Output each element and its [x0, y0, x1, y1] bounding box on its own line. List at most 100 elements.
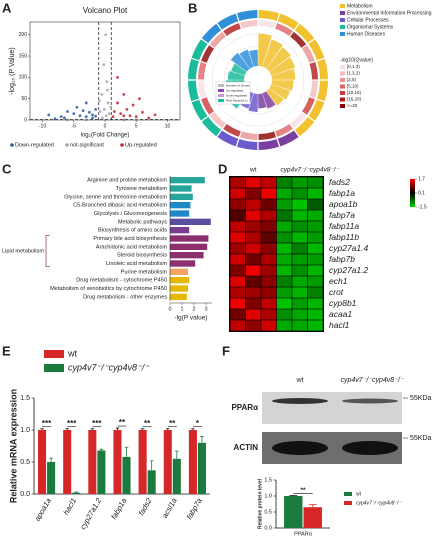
point [122, 114, 126, 118]
heatmap-cell [230, 276, 246, 287]
bar [88, 430, 97, 494]
point [72, 112, 76, 116]
legend-label: Down-regulated [15, 142, 54, 148]
legend-label: [0,1.3) [347, 64, 360, 69]
point [125, 107, 129, 111]
y-tick-label: 1.0 [264, 493, 272, 499]
legend-swatch [340, 4, 345, 8]
heatmap-cell [245, 221, 261, 232]
legend-label: Environmental Information Processing [347, 10, 432, 16]
bar [170, 235, 209, 242]
heatmap-cell [261, 177, 277, 188]
x-tick-label: 5 [135, 123, 138, 129]
category-label: C5-Branched dibasic acid metabolism [73, 203, 167, 209]
class-sector [277, 13, 299, 30]
rich-factor-bar [271, 68, 296, 80]
category-label: Glycolysis / Gluconeogenesis [94, 211, 167, 217]
legend-swatch [344, 492, 352, 496]
legend-swatch [44, 350, 64, 358]
legend-swatch [340, 91, 345, 95]
qvalue-sector [309, 62, 318, 80]
heatmap-cell [307, 254, 323, 265]
heatmap-cell [276, 320, 292, 331]
blot-band [342, 441, 398, 455]
significance-label: ** [119, 418, 126, 427]
heatmap-cell [276, 287, 292, 298]
heatmap-cell [292, 309, 308, 320]
error-bar [90, 428, 95, 430]
row-label: hacl1 [329, 320, 350, 330]
legend-dot [65, 143, 69, 147]
qvalue-sector [209, 112, 226, 129]
qvalue-sector [209, 31, 226, 48]
class-sector [188, 80, 199, 101]
class-sector [188, 59, 199, 80]
heatmap-cell [307, 309, 323, 320]
class-sector [191, 99, 208, 121]
x-tick-label: -10 [39, 123, 46, 129]
point [66, 110, 69, 113]
x-tick-label: hacl1 [61, 496, 78, 516]
row-label: cyp27a1.4 [329, 243, 368, 253]
row-label: cyp8b1 [329, 298, 357, 308]
legend-label: wt [356, 491, 362, 497]
heatmap-cell [276, 276, 292, 287]
plot-frame [29, 21, 181, 121]
heatmap-cell [276, 188, 292, 199]
heatmap-cell [230, 221, 246, 232]
row-label: fabp11a [329, 221, 359, 231]
heatmap-cell [261, 309, 277, 320]
qvalue-sector [302, 45, 315, 63]
bar [170, 243, 208, 250]
heatmap-cell [245, 199, 261, 210]
y-axis-label: -log₁₀ (P Value) [9, 47, 16, 94]
row-label: fabp7a [329, 210, 355, 220]
y-tick-label: 1.0 [20, 427, 30, 434]
legend-swatch [340, 78, 345, 82]
heatmap-cell [307, 265, 323, 276]
row-label: cyp27a1.2 [329, 265, 368, 275]
error-bar [49, 457, 53, 462]
category-label: Tyrosine metabolism [116, 186, 168, 192]
class-sector [308, 99, 325, 121]
legend-swatch [340, 65, 345, 69]
significance-label: *** [92, 419, 102, 428]
heatmap-cell [230, 177, 246, 188]
bar [188, 430, 197, 494]
bar [197, 442, 206, 494]
point [112, 110, 116, 113]
legend-label: Cellular Processes [347, 17, 389, 23]
point [107, 112, 111, 116]
heatmap-cell [276, 199, 292, 210]
panel-letter: A [2, 0, 12, 15]
heatmap-cell [261, 221, 277, 232]
heatmap-cell [245, 309, 261, 320]
blot-band [272, 398, 328, 404]
panel-letter: D [218, 161, 227, 176]
blot-marker-label: 55KDa [410, 395, 432, 402]
point [102, 63, 106, 67]
heatmap-cell [230, 320, 246, 331]
bar [122, 456, 131, 494]
bar [47, 462, 56, 494]
error-bar [40, 428, 44, 430]
point [98, 110, 102, 113]
class-sector [317, 80, 328, 101]
point [105, 80, 109, 84]
x-tick-label: cyp27a1.2 [78, 496, 104, 531]
class-sector [258, 139, 279, 150]
colorbar-label: 1.7 [418, 176, 425, 182]
category-label: Purine metabolism [121, 269, 168, 275]
blot-marker-label: 55KDa [410, 435, 432, 442]
point [128, 114, 132, 118]
error-bar [149, 460, 154, 471]
legend-title: -log10(Qvalue) [340, 57, 373, 63]
row-label: apoa1b [329, 199, 358, 209]
inner-legend-label: Number of Genes [226, 83, 250, 87]
point [53, 117, 57, 121]
blot-band [342, 398, 398, 404]
row-label: fabp7b [329, 254, 355, 264]
qvalue-sector [198, 62, 207, 80]
rich-factor-bar [266, 47, 291, 72]
